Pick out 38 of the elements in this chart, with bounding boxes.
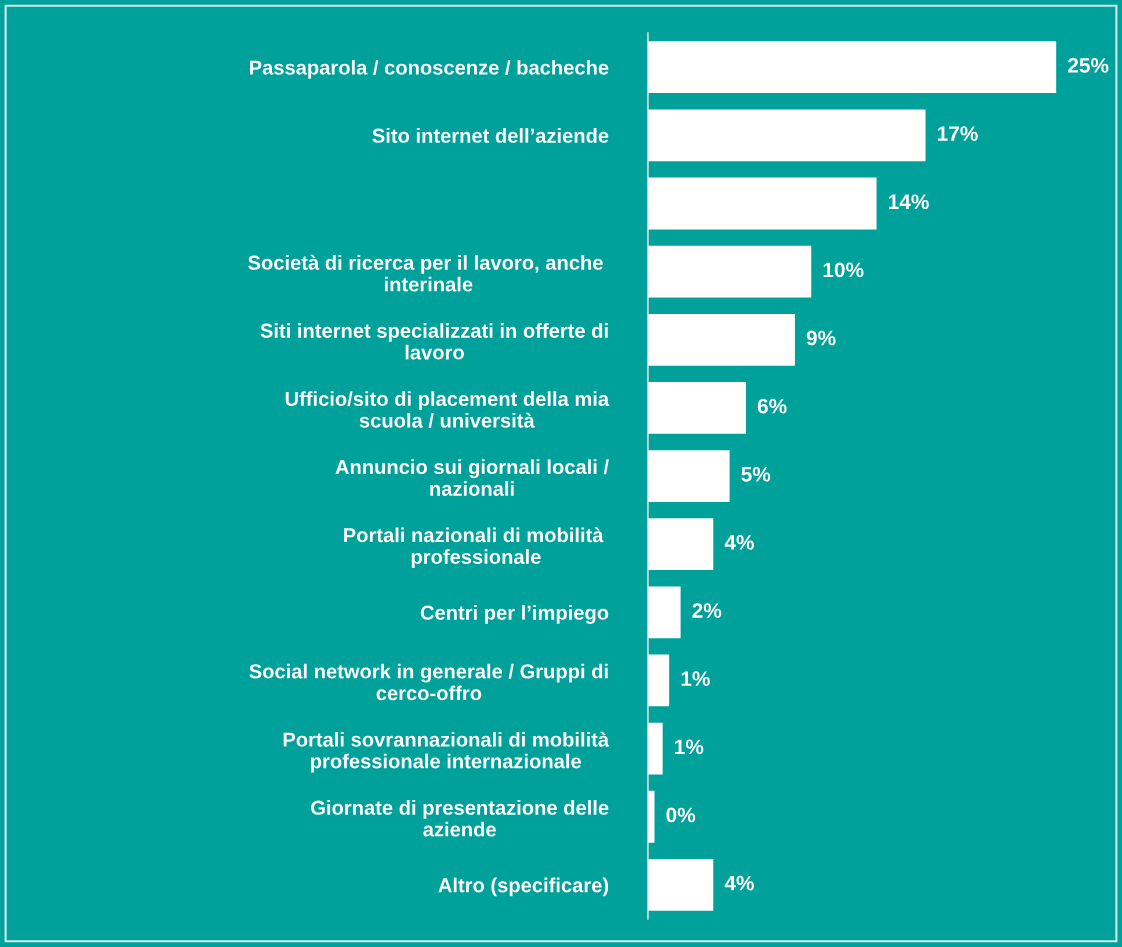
- y-tick-label: Portali sovrannazionali di mobilità professionale internazionale: [283, 731, 610, 773]
- data-label: 6%: [757, 398, 787, 414]
- y-tick-label: Passaparola / conoscenze / bacheche: [250, 59, 609, 79]
- y-tick-label: Altro (specificare): [438, 877, 609, 897]
- data-label: 14%: [888, 194, 929, 210]
- bar: [647, 654, 670, 707]
- data-label: 1%: [675, 739, 704, 755]
- y-tick-label: Centri per l’impiego: [420, 605, 609, 624]
- y-tick-label: Social network in generale / Gruppi di cerco-offro: [249, 663, 608, 701]
- y-tick-label: Siti internet specializzati in offerte di lavoro: [260, 323, 608, 360]
- data-label: 17%: [937, 126, 978, 141]
- bar: [647, 859, 714, 911]
- bar: [647, 586, 681, 639]
- bar: [647, 518, 714, 571]
- y-tick-label: Annuncio sui giornali locali / nazionali: [335, 459, 609, 496]
- data-label: 0%: [666, 807, 696, 823]
- data-label: 4%: [724, 535, 754, 550]
- data-label: 5%: [741, 466, 771, 482]
- bar: [647, 245, 812, 298]
- data-label: 9%: [806, 330, 836, 346]
- y-tick-label: Sito internet dell’aziende: [372, 128, 609, 143]
- bar: [647, 177, 877, 230]
- bar: [647, 313, 795, 366]
- bar: [647, 450, 730, 502]
- data-label: 25%: [1068, 58, 1109, 73]
- y-tick-label: Portali nazionali di mobilità professionale: [344, 527, 604, 568]
- data-label: 2%: [692, 603, 722, 618]
- data-label: 1%: [681, 671, 710, 687]
- bar: [647, 41, 1057, 94]
- y-tick-label: Società di ricerca per il lavoro, anche interinale: [248, 254, 603, 292]
- bar: [647, 109, 926, 162]
- data-label: 4%: [724, 875, 754, 891]
- bar: [647, 722, 663, 775]
- bar: [647, 382, 746, 434]
- data-label: 10%: [823, 262, 864, 278]
- y-tick-label: Giornate di presentazione delle aziende: [311, 800, 609, 837]
- y-tick-label: Ufficio/sito di placement della mia scuola / università: [285, 391, 610, 428]
- bar: [647, 790, 655, 843]
